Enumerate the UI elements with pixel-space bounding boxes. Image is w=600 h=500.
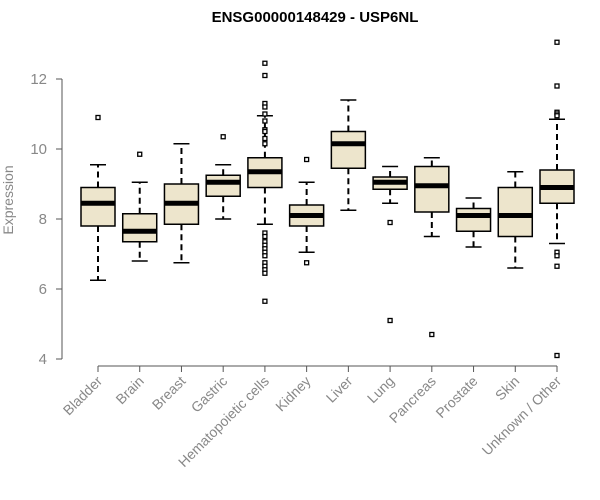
outlier-point bbox=[262, 118, 268, 124]
box-prostate bbox=[455, 197, 492, 248]
box-iqr bbox=[121, 213, 158, 243]
box-lung bbox=[372, 165, 408, 324]
box-iqr bbox=[497, 186, 534, 238]
x-tick-label: Skin bbox=[492, 373, 523, 404]
x-tick-label: Liver bbox=[323, 373, 356, 406]
x-tick-label: Bladder bbox=[60, 373, 106, 419]
outlier-point bbox=[262, 141, 268, 147]
outlier-point bbox=[554, 263, 560, 269]
outlier-point bbox=[303, 260, 310, 266]
x-tick-label: Prostate bbox=[432, 373, 480, 421]
box-iqr bbox=[414, 165, 450, 213]
chart-title: ENSG00000148429 - USP6NL bbox=[212, 9, 419, 26]
outlier-point bbox=[262, 72, 268, 79]
box-hematopoietic-cells bbox=[247, 60, 283, 304]
outlier-point bbox=[554, 39, 560, 45]
box-iqr bbox=[455, 207, 492, 232]
x-tick-label: Brain bbox=[112, 373, 146, 407]
box-iqr bbox=[80, 186, 116, 227]
x-tick-label: Kidney bbox=[272, 373, 314, 415]
y-tick-label: 6 bbox=[39, 281, 47, 298]
x-tick-label: Breast bbox=[149, 373, 189, 413]
y-tick-label: 8 bbox=[39, 211, 47, 228]
outlier-point bbox=[429, 331, 435, 338]
y-tick-label: 4 bbox=[39, 351, 47, 368]
y-axis-label: Expression bbox=[0, 165, 16, 234]
outlier-point bbox=[262, 128, 268, 135]
outlier-point bbox=[262, 60, 268, 66]
box-series bbox=[80, 39, 575, 359]
box-iqr bbox=[205, 174, 241, 197]
box-brain bbox=[121, 151, 158, 262]
outlier-point bbox=[387, 219, 393, 226]
box-pancreas bbox=[414, 157, 450, 338]
outlier-point bbox=[554, 113, 560, 119]
outlier-point bbox=[137, 151, 143, 157]
box-unknown-other bbox=[539, 39, 575, 359]
box-liver bbox=[330, 99, 367, 211]
y-axis: 4 6 8 10 12 bbox=[30, 71, 63, 368]
box-breast bbox=[163, 143, 200, 264]
box-kidney bbox=[288, 156, 325, 266]
outlier-point bbox=[262, 233, 268, 240]
y-tick-label: 12 bbox=[30, 71, 47, 88]
box-bladder bbox=[80, 114, 116, 281]
y-tick-label: 10 bbox=[30, 141, 47, 158]
outlier-point bbox=[303, 156, 310, 163]
box-gastric bbox=[205, 134, 241, 220]
outlier-point bbox=[262, 135, 268, 142]
outlier-point bbox=[262, 111, 268, 117]
x-tick-label: Unknown / Other bbox=[479, 373, 565, 459]
box-iqr bbox=[330, 130, 367, 169]
outlier-point bbox=[387, 317, 393, 324]
outlier-point bbox=[262, 270, 268, 276]
outlier-point bbox=[554, 83, 560, 89]
outlier-point bbox=[554, 352, 560, 359]
box-skin bbox=[497, 171, 534, 269]
x-tick-label: Lung bbox=[364, 373, 397, 406]
outlier-point bbox=[262, 104, 268, 110]
outlier-point bbox=[262, 298, 268, 304]
outlier-point bbox=[220, 134, 226, 140]
outlier-point bbox=[554, 253, 560, 259]
outlier-point bbox=[262, 253, 268, 259]
outlier-point bbox=[95, 114, 101, 121]
